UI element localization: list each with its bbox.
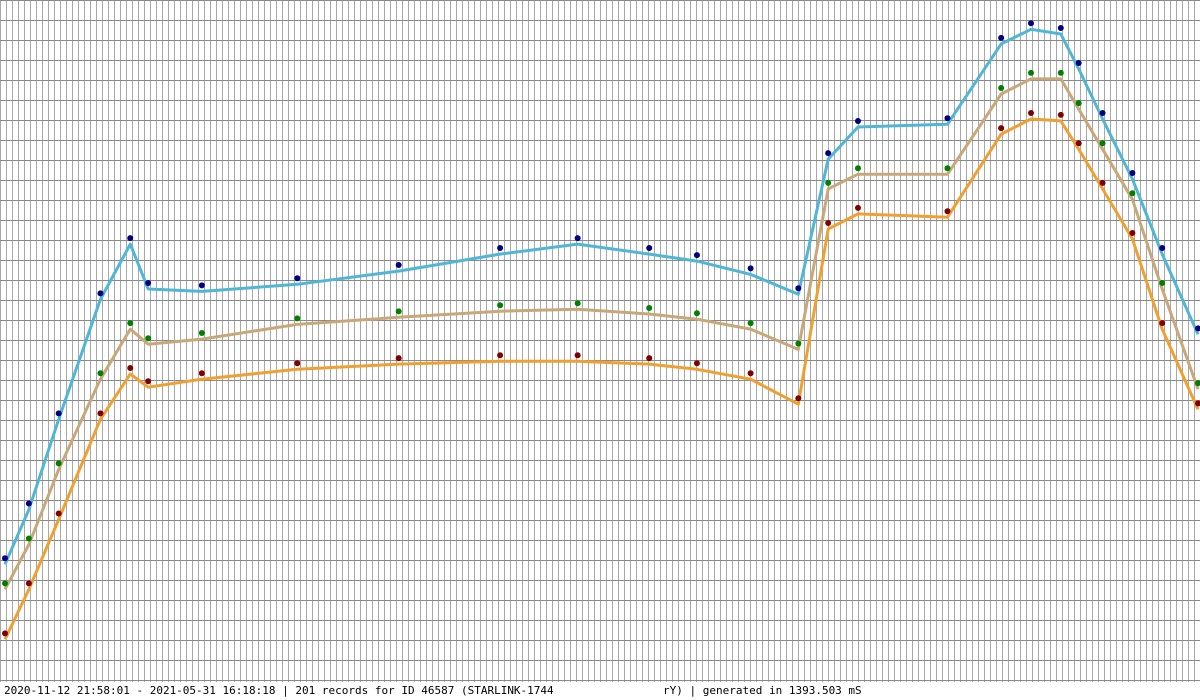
data-point	[395, 262, 402, 269]
data-point	[1057, 69, 1064, 76]
data-point	[145, 335, 152, 342]
data-point	[944, 208, 951, 215]
data-point	[1129, 190, 1136, 197]
data-point	[646, 305, 653, 312]
data-point	[944, 165, 951, 172]
data-point	[294, 360, 301, 367]
data-point	[1075, 100, 1082, 107]
data-point	[693, 310, 700, 317]
data-point	[1075, 140, 1082, 147]
data-point	[127, 365, 134, 371]
data-point	[497, 352, 504, 359]
plot	[2, 20, 1200, 641]
data-point	[854, 204, 861, 211]
data-point	[1099, 179, 1106, 186]
data-point	[795, 285, 802, 292]
series-line	[3, 77, 1200, 591]
data-point	[574, 300, 581, 307]
data-point	[25, 500, 32, 507]
data-point	[1195, 325, 1200, 332]
data-point	[97, 370, 104, 377]
data-point	[1159, 280, 1166, 286]
horizontal-grid	[0, 0, 1200, 682]
data-point	[1195, 400, 1200, 407]
data-point	[747, 370, 754, 377]
data-point	[25, 580, 32, 587]
data-point	[795, 340, 802, 347]
data-point	[55, 410, 62, 417]
data-point	[1099, 140, 1106, 147]
data-point	[97, 410, 104, 417]
data-point	[1075, 59, 1082, 66]
footer-left: 2020-11-12 21:58:01 - 2021-05-31 16:18:1…	[4, 684, 554, 697]
data-point	[198, 330, 205, 337]
data-point	[2, 580, 8, 587]
data-point	[294, 275, 301, 282]
data-point	[854, 165, 861, 172]
data-point	[1195, 380, 1200, 387]
data-point	[127, 320, 134, 327]
data-point	[747, 265, 754, 272]
data-point	[646, 355, 653, 362]
data-point	[998, 34, 1005, 41]
data-point	[55, 460, 62, 467]
data-point	[2, 630, 8, 637]
data-point	[127, 235, 134, 242]
data-point	[646, 245, 653, 252]
data-point	[497, 245, 504, 252]
data-point	[1057, 111, 1064, 118]
data-point	[998, 125, 1005, 132]
data-point	[574, 352, 581, 359]
data-point	[825, 179, 832, 186]
data-point	[825, 150, 832, 157]
footer-right: rY) | generated in 1393.503 mS	[663, 684, 862, 697]
data-point	[1129, 169, 1136, 176]
data-point	[55, 510, 62, 517]
series-line	[3, 117, 1200, 641]
grid	[0, 0, 1200, 682]
data-point	[693, 360, 700, 367]
data-point	[2, 555, 8, 562]
data-point	[944, 115, 951, 122]
data-point	[1159, 320, 1166, 327]
data-point	[497, 302, 504, 309]
data-point	[1057, 25, 1064, 31]
data-point	[1159, 245, 1166, 252]
data-point	[1027, 110, 1034, 116]
data-point	[693, 252, 700, 259]
data-point	[1129, 229, 1136, 236]
data-point	[395, 308, 402, 315]
data-point	[1099, 110, 1106, 116]
data-point	[795, 395, 802, 402]
data-point	[198, 282, 205, 289]
data-point	[825, 220, 832, 227]
data-point	[294, 315, 301, 322]
data-point	[97, 290, 104, 297]
data-point	[25, 535, 32, 542]
data-point	[395, 355, 402, 362]
data-point	[747, 320, 754, 327]
data-point	[145, 280, 152, 286]
data-point	[1027, 20, 1034, 27]
data-point	[998, 84, 1005, 91]
data-point	[574, 235, 581, 242]
data-point	[198, 370, 205, 377]
data-point	[145, 378, 152, 385]
data-point	[1027, 69, 1034, 76]
data-point	[854, 118, 861, 125]
